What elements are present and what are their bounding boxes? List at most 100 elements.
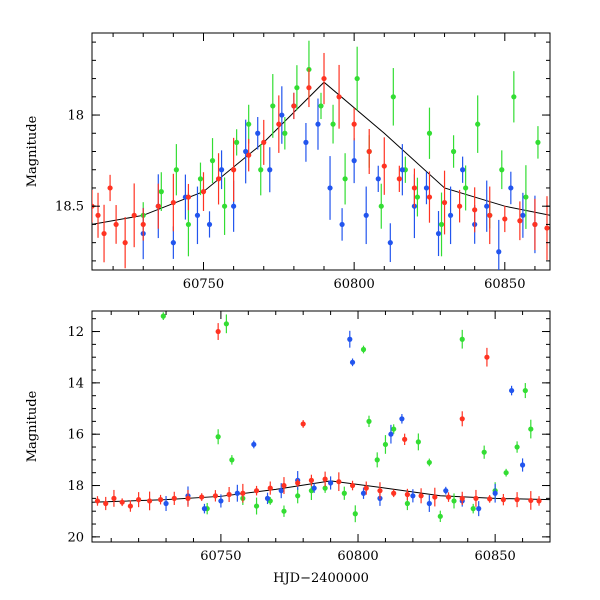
top-data-point bbox=[351, 158, 357, 164]
bottom-data-point bbox=[487, 496, 493, 502]
bottom-data-point bbox=[226, 491, 232, 498]
top-data-point bbox=[423, 185, 430, 191]
top-data-point bbox=[197, 176, 204, 182]
bottom-series-2 bbox=[94, 471, 542, 512]
bottom-data-point bbox=[459, 336, 465, 342]
bottom-data-point bbox=[295, 493, 301, 499]
top-plot-frame bbox=[91, 32, 551, 271]
bottom-data-point bbox=[229, 457, 235, 463]
top-data-point bbox=[363, 212, 369, 218]
bottom-data-point bbox=[410, 493, 416, 499]
top-data-point bbox=[291, 103, 297, 109]
bottom-data-point bbox=[514, 497, 520, 503]
top-data-point bbox=[411, 185, 418, 191]
top-panel: 60750 60800 60850 18 18.5 Magnitude bbox=[25, 32, 551, 292]
bottom-data-point bbox=[163, 500, 169, 507]
top-data-point bbox=[261, 139, 267, 145]
top-clipped-marks bbox=[92, 40, 550, 270]
top-data-point bbox=[267, 167, 273, 173]
top-data-point bbox=[457, 203, 463, 209]
top-data-point bbox=[321, 75, 327, 82]
top-data-point bbox=[487, 212, 493, 218]
bottom-x-tick-label: 60750 bbox=[200, 549, 241, 564]
top-series-2 bbox=[92, 52, 550, 269]
bottom-data-point bbox=[366, 418, 372, 424]
top-data-point bbox=[426, 130, 433, 136]
top-data-point bbox=[206, 221, 213, 228]
bottom-data-point bbox=[185, 495, 191, 501]
bottom-data-point bbox=[157, 497, 164, 503]
top-data-point bbox=[218, 167, 225, 173]
bottom-data-point bbox=[127, 503, 133, 509]
top-data-point bbox=[336, 94, 342, 100]
bottom-data-point bbox=[500, 497, 506, 503]
top-data-point bbox=[113, 221, 119, 228]
top-data-point bbox=[279, 112, 285, 118]
bottom-data-point bbox=[399, 416, 405, 422]
top-data-point bbox=[209, 158, 216, 164]
top-y-tick-label: 18.5 bbox=[55, 200, 84, 215]
bottom-x-tick-label: 60850 bbox=[474, 549, 515, 564]
bottom-data-point bbox=[215, 328, 221, 335]
top-data-point bbox=[170, 240, 176, 246]
bottom-data-point bbox=[253, 503, 260, 509]
top-data-point bbox=[173, 167, 179, 173]
bottom-data-point bbox=[503, 470, 509, 476]
top-data-point bbox=[450, 148, 457, 155]
bottom-data-point bbox=[459, 416, 465, 422]
top-data-point bbox=[101, 230, 107, 237]
top-data-point bbox=[158, 189, 164, 195]
top-data-point bbox=[484, 203, 490, 209]
bottom-data-point bbox=[352, 511, 358, 517]
top-data-point bbox=[520, 212, 526, 218]
top-data-point bbox=[396, 176, 402, 182]
bottom-data-point bbox=[199, 494, 205, 500]
bottom-data-point bbox=[327, 480, 334, 486]
top-y-axis-label: Magnitude bbox=[25, 115, 40, 187]
top-data-point bbox=[517, 218, 523, 224]
top-data-point bbox=[375, 176, 381, 182]
top-data-point bbox=[387, 240, 393, 246]
top-data-point bbox=[463, 185, 469, 191]
bottom-data-point bbox=[382, 441, 389, 448]
top-data-point bbox=[460, 167, 466, 173]
bottom-data-point bbox=[281, 508, 287, 514]
top-data-point bbox=[246, 152, 252, 158]
bottom-data-point bbox=[278, 488, 284, 494]
bottom-data-point bbox=[223, 321, 229, 327]
top-data-point bbox=[535, 139, 541, 145]
bottom-data-point bbox=[470, 506, 476, 512]
bottom-data-point bbox=[451, 498, 457, 504]
bottom-data-point bbox=[377, 488, 383, 494]
top-data-point bbox=[330, 121, 336, 127]
bottom-data-marks bbox=[92, 312, 550, 523]
bottom-y-axis-label: Magnitude bbox=[25, 390, 40, 462]
top-data-point bbox=[185, 221, 192, 228]
top-data-point bbox=[354, 75, 360, 82]
top-data-point bbox=[496, 249, 502, 255]
top-data-point bbox=[294, 85, 300, 91]
top-data-point bbox=[475, 121, 481, 127]
top-data-point bbox=[243, 148, 249, 155]
top-data-point bbox=[276, 121, 282, 127]
bottom-data-point bbox=[349, 482, 356, 489]
top-data-point bbox=[342, 176, 348, 182]
bottom-data-point bbox=[402, 436, 408, 442]
bottom-data-point bbox=[522, 387, 528, 394]
bottom-data-point bbox=[253, 488, 260, 494]
bottom-data-point bbox=[509, 387, 515, 394]
bottom-data-point bbox=[212, 493, 219, 499]
bottom-series-1 bbox=[163, 330, 526, 517]
bottom-data-point bbox=[391, 490, 397, 496]
bottom-data-point bbox=[264, 495, 271, 501]
top-data-point bbox=[532, 221, 538, 228]
bottom-data-point bbox=[363, 485, 369, 491]
bottom-data-point bbox=[484, 354, 490, 360]
top-data-point bbox=[447, 212, 454, 218]
bottom-data-point bbox=[94, 498, 101, 504]
top-data-point bbox=[246, 121, 252, 127]
top-data-point bbox=[544, 225, 550, 231]
top-data-point bbox=[315, 121, 321, 127]
top-data-point bbox=[303, 139, 309, 145]
bottom-data-point bbox=[103, 500, 109, 507]
